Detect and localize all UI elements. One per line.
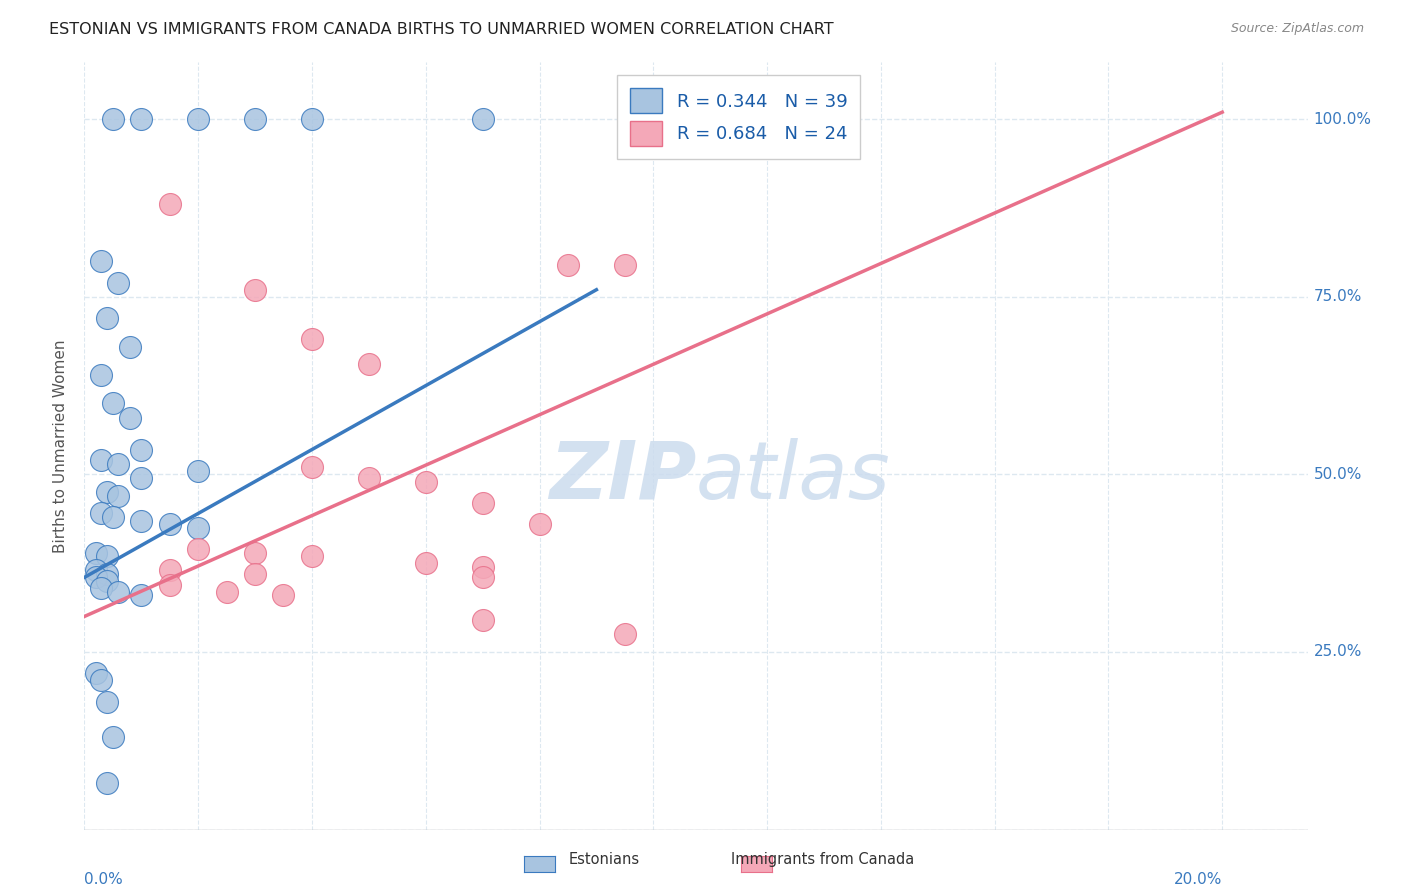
- Text: Immigrants from Canada: Immigrants from Canada: [731, 852, 914, 867]
- Point: [96, 311, 118, 326]
- Point: [96, 574, 118, 588]
- Point: [471, 570, 494, 584]
- Point: [243, 566, 266, 581]
- Point: [129, 112, 152, 127]
- Point: [90, 507, 112, 521]
- Point: [187, 464, 209, 478]
- Point: [129, 514, 152, 528]
- Point: [301, 460, 323, 475]
- Text: Estonians: Estonians: [569, 852, 640, 867]
- Point: [243, 283, 266, 297]
- Text: ZIP: ZIP: [548, 438, 696, 516]
- Point: [84, 666, 107, 681]
- Legend: R = 0.344   N = 39, R = 0.684   N = 24: R = 0.344 N = 39, R = 0.684 N = 24: [617, 75, 860, 159]
- Point: [159, 197, 181, 211]
- Text: atlas: atlas: [696, 438, 891, 516]
- Point: [243, 112, 266, 127]
- Point: [187, 541, 209, 556]
- Point: [84, 563, 107, 577]
- Point: [301, 333, 323, 347]
- Point: [107, 457, 129, 471]
- Point: [90, 673, 112, 688]
- Y-axis label: Births to Unmarried Women: Births to Unmarried Women: [53, 339, 69, 553]
- Point: [357, 471, 380, 485]
- Text: 0.0%: 0.0%: [84, 871, 124, 887]
- Point: [557, 258, 579, 272]
- Text: 25.0%: 25.0%: [1313, 645, 1362, 659]
- Text: 20.0%: 20.0%: [1174, 871, 1222, 887]
- Text: 75.0%: 75.0%: [1313, 289, 1362, 304]
- Point: [129, 471, 152, 485]
- Point: [90, 254, 112, 268]
- Point: [107, 584, 129, 599]
- Point: [187, 112, 209, 127]
- Point: [101, 396, 124, 410]
- Point: [107, 276, 129, 290]
- Point: [159, 563, 181, 577]
- Point: [118, 340, 141, 354]
- Point: [613, 258, 636, 272]
- Point: [243, 545, 266, 559]
- Point: [215, 584, 238, 599]
- Point: [415, 475, 437, 489]
- Point: [273, 588, 295, 602]
- Point: [101, 510, 124, 524]
- Point: [301, 549, 323, 563]
- Point: [96, 566, 118, 581]
- Point: [301, 112, 323, 127]
- Point: [471, 559, 494, 574]
- Point: [84, 570, 107, 584]
- Text: 100.0%: 100.0%: [1313, 112, 1372, 127]
- Point: [415, 556, 437, 570]
- Point: [101, 112, 124, 127]
- Point: [129, 588, 152, 602]
- Point: [96, 695, 118, 709]
- Point: [529, 517, 551, 532]
- Point: [471, 112, 494, 127]
- Point: [159, 517, 181, 532]
- Text: Source: ZipAtlas.com: Source: ZipAtlas.com: [1230, 22, 1364, 36]
- Point: [101, 730, 124, 744]
- Point: [96, 549, 118, 563]
- Text: 50.0%: 50.0%: [1313, 467, 1362, 482]
- Text: ESTONIAN VS IMMIGRANTS FROM CANADA BIRTHS TO UNMARRIED WOMEN CORRELATION CHART: ESTONIAN VS IMMIGRANTS FROM CANADA BIRTH…: [49, 22, 834, 37]
- Point: [84, 545, 107, 559]
- Point: [90, 368, 112, 382]
- Point: [90, 453, 112, 467]
- Point: [118, 410, 141, 425]
- Point: [96, 776, 118, 790]
- Point: [107, 489, 129, 503]
- Point: [129, 442, 152, 457]
- Point: [90, 581, 112, 595]
- Point: [357, 357, 380, 371]
- Point: [187, 521, 209, 535]
- Point: [471, 496, 494, 510]
- Point: [471, 613, 494, 627]
- Point: [613, 627, 636, 641]
- Point: [159, 577, 181, 591]
- Point: [96, 485, 118, 500]
